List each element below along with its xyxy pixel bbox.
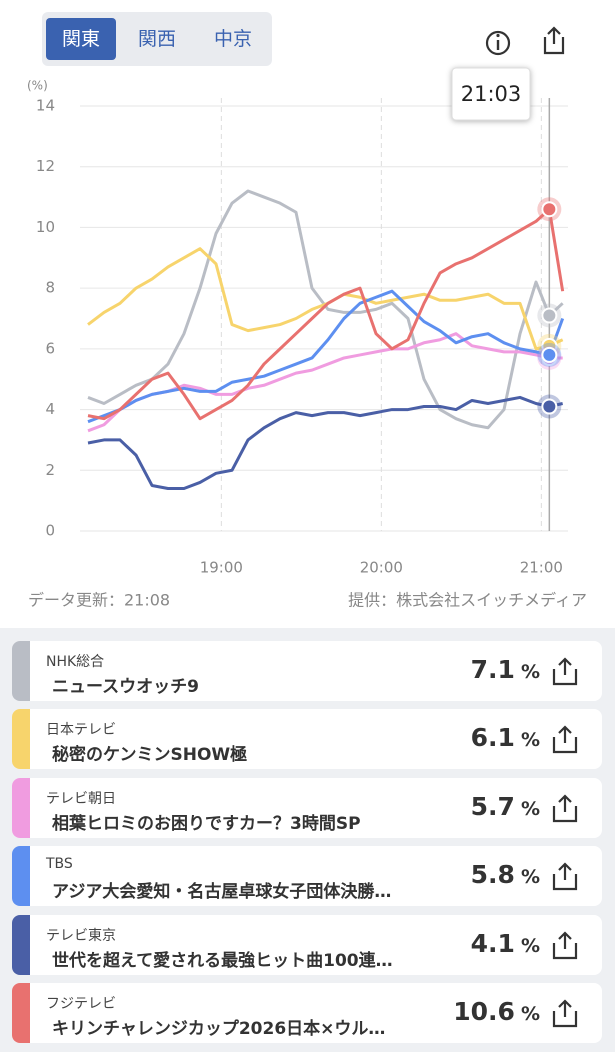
channel-name: テレビ朝日	[46, 790, 116, 807]
channel-color	[12, 641, 30, 701]
share-button[interactable]	[550, 931, 580, 961]
rating: 4.1%	[471, 929, 540, 958]
rating-value: 7.1	[470, 655, 515, 684]
y-tick-label: 2	[45, 461, 55, 479]
x-tick-label: 21:00	[520, 559, 563, 577]
share-button[interactable]	[550, 794, 580, 824]
program-card[interactable]: TBS アジア大会愛知・名古屋卓球女子団体決勝… 5.8%	[12, 846, 602, 907]
channel-name: 日本テレビ	[46, 722, 116, 739]
tab[interactable]: 関東	[46, 18, 116, 60]
channel-color	[12, 777, 30, 838]
series-line	[87, 395, 563, 490]
share-icon[interactable]	[543, 26, 565, 55]
channel-name: フジテレビ	[46, 996, 116, 1012]
rating-unit: %	[520, 934, 540, 957]
y-tick-label: 0	[45, 522, 55, 540]
rating-unit: %	[520, 866, 540, 889]
y-tick-label: 4	[45, 400, 55, 418]
rating: 5.8%	[471, 860, 540, 889]
cursor-point	[541, 398, 558, 415]
x-tick-label: 20:00	[360, 559, 403, 577]
series-line	[87, 332, 563, 433]
rating-value: 10.6	[453, 997, 515, 1026]
y-tick-label: 10	[36, 218, 55, 236]
updated: データ更新：21:08	[28, 591, 170, 610]
share-button[interactable]	[550, 657, 580, 687]
rating-value: 5.7	[470, 791, 515, 821]
tooltip	[451, 67, 531, 121]
cursor-point	[541, 307, 558, 324]
program-title: アジア大会愛知・名古屋卓球女子団体決勝…	[52, 882, 392, 903]
y-unit: (%)	[27, 79, 48, 93]
program-title: ニュースウオッチ9	[52, 677, 199, 697]
channel-name: NHK総合	[46, 654, 105, 670]
rating: 6.1%	[471, 723, 540, 752]
cursor-point	[541, 346, 558, 363]
info-icon[interactable]	[485, 30, 511, 56]
series-line	[87, 247, 564, 351]
y-tick-label: 14	[36, 97, 55, 115]
rating: 10.6%	[453, 997, 540, 1026]
channel-color	[12, 846, 30, 907]
series-line	[87, 189, 564, 430]
channel-name: TBS	[46, 856, 73, 873]
rating-unit: %	[520, 797, 540, 820]
program-card[interactable]: 日本テレビ秘密のケンミンSHOW極 6.1%	[12, 709, 602, 770]
provider: 提供：株式会社スイッチメディア	[348, 591, 587, 610]
rating: 7.1%	[471, 655, 540, 684]
tab[interactable]: 関西	[137, 28, 176, 50]
channel-name: テレビ東京	[46, 927, 116, 944]
share-button[interactable]	[550, 999, 580, 1029]
series-line	[87, 289, 565, 424]
share-button[interactable]	[550, 725, 580, 755]
program-card[interactable]: フジテレビキリンチャレンジカップ2026日本×ウル… 10.6%	[12, 983, 602, 1043]
y-tick-label: 6	[45, 339, 55, 357]
program-title: キリンチャレンジカップ2026日本×ウル…	[52, 1019, 386, 1039]
cursor-point	[541, 201, 558, 218]
rating-value: 5.8	[470, 860, 515, 890]
chart: 0 2 4 6 8 10 12 14 19:00 20:00 21:00 21:03 (%) データ更…	[27, 26, 587, 610]
x-tick-label: 19:00	[200, 559, 243, 577]
program-card[interactable]: テレビ朝日相葉ヒロミのお困りですカー？3時間SP 5.7%	[12, 777, 602, 838]
y-tick-label: 12	[36, 157, 55, 175]
rating-unit: %	[520, 729, 540, 752]
rating: 5.7%	[471, 792, 540, 821]
tooltip-time: 21:03	[461, 82, 522, 106]
program-list: NHK総合 ニュースウオッチ9 7.1% 日本テレビ 秘密のケンミンSHOW極 6.1% テ…	[0, 628, 615, 1052]
channel-color	[12, 914, 30, 975]
y-tick-label: 8	[45, 279, 55, 297]
program-card[interactable]: テレビ東京世代を超えて愛される最強ヒット曲100連… 4.1%	[12, 914, 602, 975]
region-tabs: 関東 関西 中京	[42, 12, 272, 66]
program-title: 世代を超えて愛される最強ヒット曲100連…	[52, 950, 393, 971]
channel-color	[12, 709, 30, 770]
program-title: 相葉ヒロミのお困りですカー？3時間SP	[52, 813, 361, 834]
program-title: 秘密のケンミンSHOW極	[52, 745, 248, 766]
series-line	[87, 207, 565, 421]
share-button[interactable]	[550, 862, 580, 892]
tab[interactable]: 中京	[213, 28, 252, 50]
rating-unit: %	[520, 661, 540, 683]
rating-value: 4.1	[470, 928, 515, 958]
rating-unit: %	[520, 1003, 540, 1025]
program-card[interactable]: NHK総合ニュースウオッチ9 7.1%	[12, 641, 602, 701]
channel-color	[12, 983, 30, 1043]
rating-value: 6.1	[470, 723, 515, 753]
